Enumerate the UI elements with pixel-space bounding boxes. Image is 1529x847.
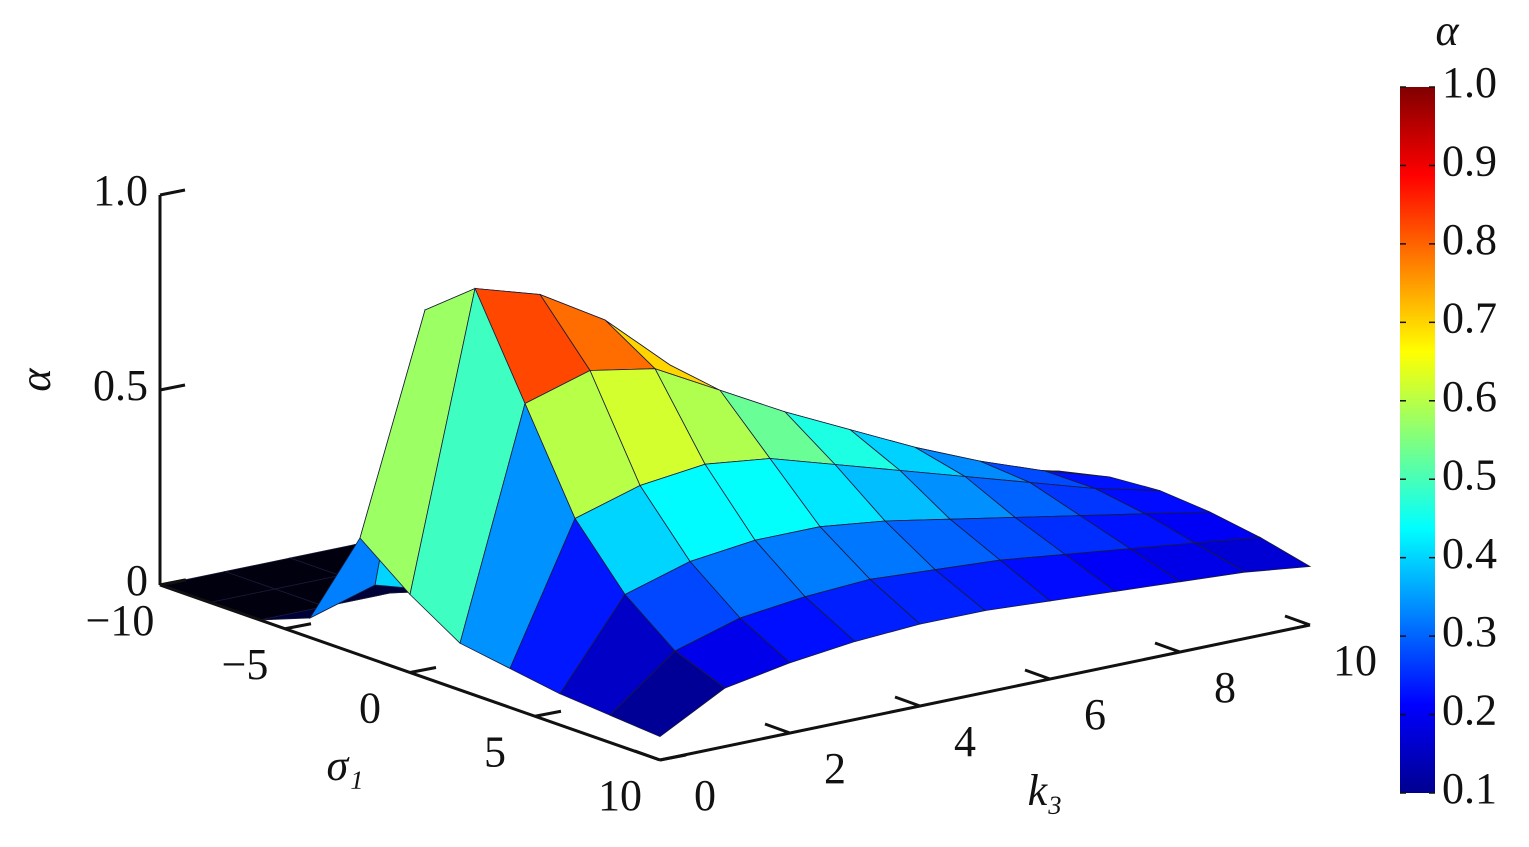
colorbar <box>1400 87 1435 793</box>
y-tick <box>1154 641 1181 654</box>
z-tick <box>159 383 186 392</box>
z-tick-label: 1.0 <box>93 166 148 215</box>
x-tick-label: −10 <box>86 596 155 645</box>
y-tick-label: 4 <box>954 717 976 766</box>
surface-patch <box>609 650 726 738</box>
colorbar-tick-label: 0.9 <box>1442 137 1497 186</box>
x-tick-label: 10 <box>598 771 642 820</box>
z-axis-label: α <box>11 368 60 392</box>
x-tick <box>159 578 187 587</box>
y-tick <box>1284 614 1311 627</box>
colorbar-tick-label: 0.1 <box>1442 764 1497 813</box>
x-tick <box>659 753 687 762</box>
y-tick <box>1024 668 1051 681</box>
colorbar-tick-label: 0.8 <box>1442 215 1497 264</box>
y-tick <box>894 695 921 708</box>
colorbar-tick-label: 0.7 <box>1442 293 1497 342</box>
y-axis <box>659 623 1311 762</box>
y-tick-label: 2 <box>824 744 846 793</box>
y-axis-label: k₃ <box>1028 766 1063 815</box>
surface <box>158 287 1312 738</box>
y-tick <box>764 722 791 735</box>
x-tick-label: −5 <box>222 640 269 689</box>
x-tick-label: 0 <box>359 684 381 733</box>
y-tick-label: 10 <box>1333 636 1377 685</box>
x-tick <box>284 622 312 631</box>
z-tick-label: 0.5 <box>93 361 148 410</box>
x-tick <box>409 666 437 674</box>
colorbar-tick-label: 0.6 <box>1442 372 1497 421</box>
x-axis-label: σ₁ <box>327 741 364 790</box>
x-tick <box>534 709 562 718</box>
colorbar-tick-label: 1.0 <box>1442 58 1497 107</box>
colorbar-label: α <box>1435 6 1459 55</box>
colorbar-tick-label: 0.2 <box>1442 686 1497 735</box>
x-tick-label: 5 <box>484 727 506 776</box>
y-tick-label: 8 <box>1214 663 1236 712</box>
colorbar-tick-label: 0.4 <box>1442 529 1497 578</box>
colorbar-tick-label: 0.3 <box>1442 607 1497 656</box>
colorbar-tick-label: 0.5 <box>1442 450 1497 499</box>
y-tick-label: 6 <box>1084 690 1106 739</box>
y-tick-label: 0 <box>694 771 716 820</box>
z-tick-label: 0 <box>126 556 148 605</box>
y-tick <box>634 749 661 762</box>
z-tick <box>159 188 186 197</box>
